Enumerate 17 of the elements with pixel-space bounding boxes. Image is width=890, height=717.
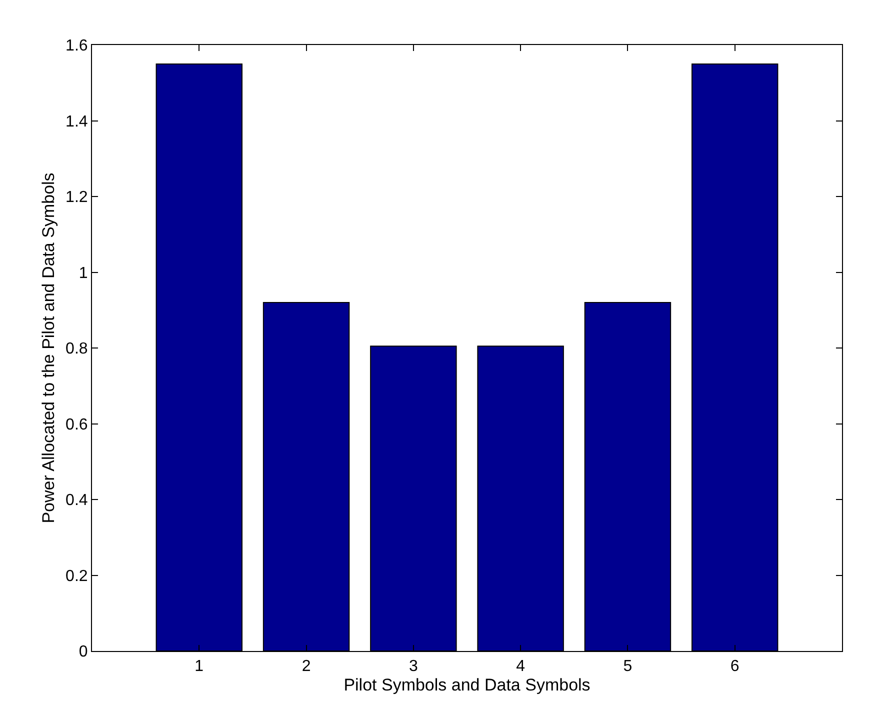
y-tick-label: 0.8 (66, 340, 88, 358)
x-tick-label: 4 (516, 658, 526, 676)
x-tick-label: 1 (194, 658, 204, 676)
y-tick-label: 0 (78, 644, 88, 661)
y-tick-label: 0.6 (66, 416, 88, 434)
x-tick-label: 6 (730, 658, 740, 676)
y-tick-label: 1.2 (66, 189, 88, 206)
y-tick-label: 0.4 (66, 492, 88, 510)
x-tick-label: 2 (302, 658, 311, 676)
x-tick-label: 3 (408, 658, 418, 676)
y-tick-label: 1.6 (66, 38, 88, 55)
y-tick-label: 1.4 (66, 113, 88, 130)
x-tick-label: 5 (623, 658, 632, 676)
y-tick-label: 0.2 (66, 568, 88, 585)
y-tick-label: 1 (78, 264, 88, 282)
y-axis-title: Power Allocated to the Pilot and Data Symbols (39, 172, 58, 524)
x-axis-title: Pilot Symbols and Data Symbols (344, 676, 590, 695)
